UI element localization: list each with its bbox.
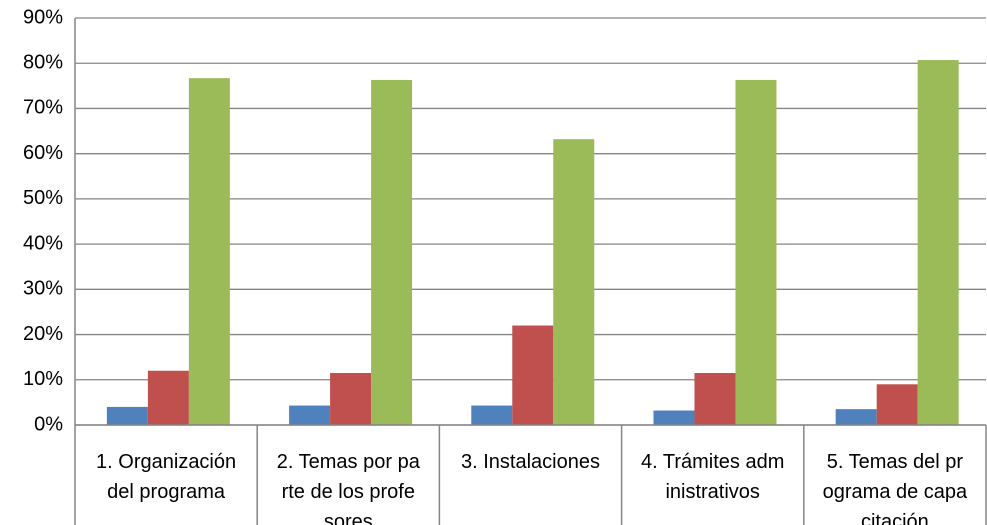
bar [735, 79, 777, 426]
x-tick-label: 1. Organización del programa [96, 451, 236, 503]
x-tick-label: 2. Temas por pa rte de los profe sores [277, 451, 421, 525]
x-tick-label: 4. Trámites adm inistrativos [641, 451, 784, 503]
y-tick-label: 30% [23, 278, 63, 300]
bar [694, 372, 736, 425]
y-tick-label: 90% [23, 6, 63, 28]
bar [106, 406, 148, 425]
y-tick-label: 10% [23, 368, 63, 390]
bar [188, 78, 230, 425]
x-tick-label-line: inistrativos [665, 481, 759, 503]
bar [653, 410, 695, 425]
bar [371, 79, 413, 426]
y-tick-label: 20% [23, 323, 63, 345]
x-tick-label: 5. Temas del pr ograma de capa citación [823, 451, 968, 525]
x-tick-label-line: 3. Instalaciones [461, 451, 600, 473]
bar [512, 325, 554, 425]
y-tick-label: 70% [23, 97, 63, 119]
bar [917, 60, 959, 425]
bar [553, 139, 595, 425]
bar [876, 384, 918, 425]
x-tick-label-line: del programa [107, 481, 226, 503]
bar [330, 372, 372, 425]
y-tick-label: 60% [23, 142, 63, 164]
x-tick-label-line: 2. Temas por pa [277, 451, 421, 473]
bar [147, 370, 189, 425]
x-tick-label-line: 4. Trámites adm [641, 451, 784, 473]
x-tick-label-line: citación [861, 511, 929, 525]
x-tick-label: 3. Instalaciones [461, 451, 600, 473]
x-tick-label-line: ograma de capa [823, 481, 968, 503]
bar [835, 409, 877, 425]
x-tick-label-line: sores [324, 511, 373, 525]
y-tick-label: 40% [23, 232, 63, 254]
x-tick-label-line: rte de los profe [282, 481, 415, 503]
y-tick-label: 50% [23, 187, 63, 209]
bar [471, 405, 513, 425]
y-tick-label: 80% [23, 52, 63, 74]
x-tick-label-line: 5. Temas del pr [827, 451, 964, 473]
bar [289, 405, 331, 425]
y-tick-label: 0% [34, 413, 63, 435]
x-tick-label-line: 1. Organización [96, 451, 236, 473]
